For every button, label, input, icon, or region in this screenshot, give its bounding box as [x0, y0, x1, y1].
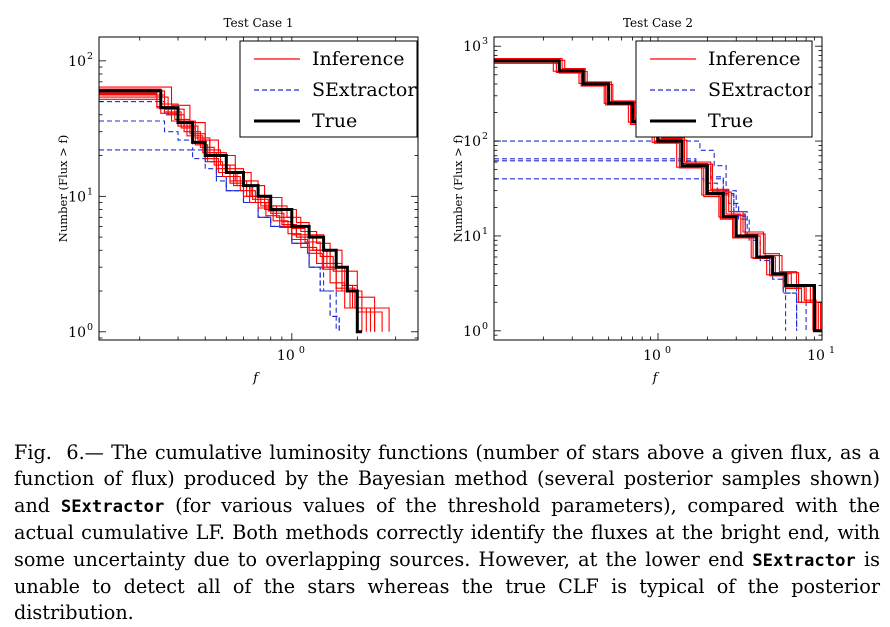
x-axis-label: f: [252, 371, 260, 386]
series-line-inference-8: [494, 59, 822, 331]
y-tick-label: 10: [463, 324, 481, 340]
y-tick-exponent: 2: [482, 131, 488, 142]
y-tick-label: 10: [463, 134, 481, 150]
caption-text-1: The cumulative luminosity functions (num…: [14, 441, 880, 517]
legend-label-true: True: [708, 110, 753, 132]
x-tick-label: 10: [643, 348, 661, 364]
caption-text-3: is unable to detect all of the stars whe…: [14, 547, 880, 625]
y-tick-label: 10: [463, 229, 481, 245]
series-line-inference-9: [99, 86, 376, 332]
y-tick-label: 10: [68, 54, 86, 70]
series-line-sextractor-3: [494, 178, 787, 331]
series-group: [494, 58, 822, 333]
series-group: [99, 86, 390, 334]
y-tick-exponent: 3: [482, 36, 488, 47]
y-tick-exponent: 0: [87, 322, 93, 333]
chart-title: Test Case 1: [223, 16, 293, 30]
legend-label-sextractor: SExtractor: [312, 79, 417, 101]
figure-panels: 10 0 10 0 10 1 10 2 Test Case 1 f Number (Flux > f…: [56, 16, 835, 386]
legend-label-sextractor: SExtractor: [708, 79, 813, 101]
legend: Inference SExtractor True: [635, 40, 813, 138]
caption-text-2: (for various values of the threshold par…: [14, 493, 881, 571]
y-tick-label: 10: [463, 39, 481, 55]
series-line-inference-9: [494, 60, 814, 331]
caption-code-1: SExtractor: [60, 496, 165, 517]
x-tick-exponent: 0: [665, 345, 671, 356]
caption-number: 6.—: [66, 441, 104, 464]
chart-title: Test Case 2: [623, 16, 693, 30]
caption-lead: Fig.: [14, 441, 52, 464]
x-axis-label: f: [652, 371, 660, 386]
y-axis-label: Number (Flux > f): [451, 135, 465, 242]
x-tick-exponent: 0: [299, 345, 305, 356]
figure-caption: Fig. 6.— The cumulative luminosity funct…: [14, 440, 880, 627]
legend-label-inference: Inference: [312, 48, 404, 70]
y-tick-exponent: 1: [87, 186, 93, 197]
x-tick-exponent: 1: [829, 345, 835, 356]
series-line-sextractor-2: [99, 149, 340, 332]
legend-label-true: True: [312, 110, 357, 132]
series-line-true-10: [494, 59, 822, 333]
legend-label-inference: Inference: [708, 48, 800, 70]
y-tick-label: 10: [68, 189, 86, 205]
legend: Inference SExtractor True: [239, 40, 418, 138]
x-tick-label: 10: [277, 348, 295, 364]
y-axis-label: Number (Flux > f): [56, 135, 70, 242]
series-line-true-11: [99, 89, 362, 334]
series-line-inference-6: [494, 58, 822, 331]
y-tick-exponent: 1: [482, 226, 488, 237]
x-tick-label: 10: [807, 348, 825, 364]
tick-marks: [493, 37, 823, 341]
caption-code-2: SExtractor: [752, 550, 856, 571]
y-tick-label: 10: [68, 325, 86, 341]
series-line-inference-10: [99, 93, 358, 332]
y-tick-exponent: 2: [87, 51, 93, 62]
y-tick-exponent: 0: [482, 321, 488, 332]
